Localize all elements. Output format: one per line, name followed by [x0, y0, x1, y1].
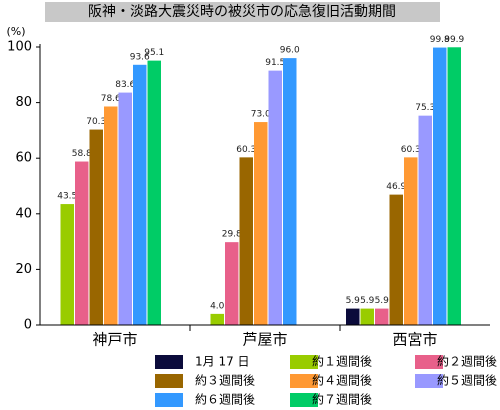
- bar: [89, 129, 103, 325]
- bar: [283, 58, 297, 326]
- bar: [447, 47, 461, 325]
- value-label: 73.0: [251, 110, 271, 120]
- value-label: 43.5: [57, 192, 77, 202]
- legend-swatch: [155, 393, 183, 407]
- value-label: 83.6: [115, 80, 135, 90]
- value-label: 99.8: [430, 35, 450, 45]
- value-label: 29.8: [222, 230, 242, 240]
- legend-label: 約５週間後: [437, 373, 497, 388]
- value-label: 5.9: [375, 296, 390, 306]
- bar: [254, 122, 268, 325]
- value-label: 58.8: [72, 149, 92, 159]
- value-label: 78.6: [101, 94, 121, 104]
- value-label: 46.9: [386, 182, 406, 192]
- legend-swatch: [290, 393, 318, 407]
- bar: [239, 157, 253, 325]
- value-label: 91.5: [265, 58, 285, 68]
- bar: [118, 92, 132, 325]
- value-label: 99.9: [444, 35, 464, 45]
- legend-label: 約１週間後: [312, 354, 372, 369]
- value-label: 93.6: [130, 52, 150, 62]
- legend-label: 約７週間後: [312, 392, 372, 407]
- bar: [389, 194, 403, 325]
- x-tick-label: 芦屋市: [242, 331, 287, 349]
- bar: [346, 308, 360, 325]
- y-tick-label: 80: [15, 95, 32, 110]
- legend-label: 1月 17 日: [195, 355, 250, 369]
- bar: [433, 47, 447, 325]
- y-tick-label: 0: [24, 318, 32, 333]
- legend-label: 約６週間後: [195, 392, 255, 407]
- bar: [60, 204, 74, 325]
- legend-label: 約２週間後: [437, 354, 497, 369]
- value-label: 5.9: [346, 296, 361, 306]
- bar: [268, 70, 282, 325]
- legend-label: 約４週間後: [312, 373, 372, 388]
- legend-swatch: [155, 355, 183, 369]
- value-label: 60.3: [401, 145, 421, 155]
- x-tick-label: 西宮市: [392, 331, 437, 349]
- value-label: 70.3: [86, 117, 106, 127]
- bar: [104, 106, 118, 325]
- y-tick-label: 60: [15, 151, 32, 166]
- value-label: 5.9: [360, 296, 375, 306]
- y-tick-label: 40: [15, 206, 32, 221]
- x-tick-label: 神戸市: [92, 331, 137, 349]
- y-tick-label: 100: [7, 40, 32, 55]
- title-background: [45, 2, 440, 22]
- value-label: 95.1: [144, 48, 164, 58]
- value-label: 60.3: [236, 145, 256, 155]
- legend-swatch: [290, 355, 318, 369]
- chart-title: 阪神・淡路大震災時の被災市の応急復旧活動期間: [88, 3, 396, 20]
- value-label: 75.3: [415, 103, 435, 113]
- legend-swatch: [155, 374, 183, 388]
- bar: [147, 60, 161, 325]
- bar: [360, 308, 374, 325]
- legend-swatch: [415, 374, 443, 388]
- bar: [75, 161, 89, 325]
- bar: [133, 64, 147, 326]
- value-label: 96.0: [280, 46, 300, 56]
- bar: [210, 313, 224, 325]
- bar: [418, 115, 432, 325]
- y-axis-label: (%): [6, 25, 25, 38]
- bar: [225, 242, 239, 325]
- bar: [404, 157, 418, 325]
- legend-swatch: [415, 355, 443, 369]
- bar: [375, 308, 389, 325]
- value-label: 4.0: [210, 301, 225, 311]
- legend-label: 約３週間後: [195, 373, 255, 388]
- legend-swatch: [290, 374, 318, 388]
- y-tick-label: 20: [15, 262, 32, 277]
